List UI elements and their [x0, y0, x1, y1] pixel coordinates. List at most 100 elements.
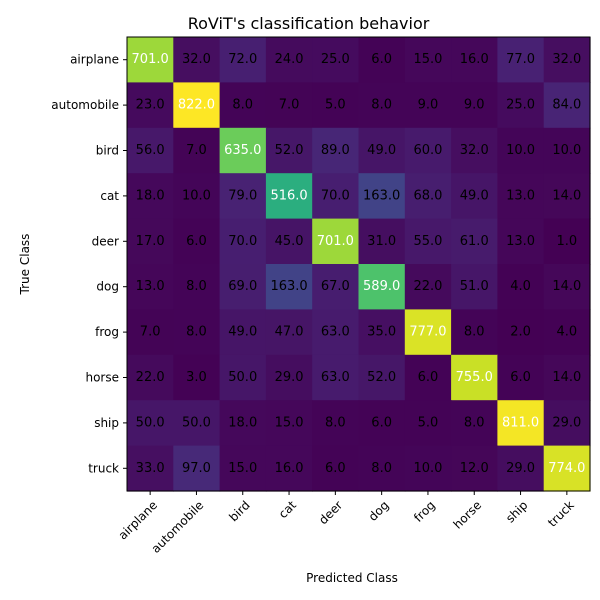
- heatmap-cell: [451, 173, 498, 220]
- heatmap-cell: [265, 37, 313, 83]
- heatmap-cell: [219, 173, 267, 220]
- heatmap-cell: [404, 264, 452, 310]
- cell-value-label: 67.0: [321, 279, 350, 294]
- y-tick-label: horse: [85, 371, 119, 385]
- cell-value-label: 14.0: [552, 279, 581, 294]
- heatmap-cell: [127, 445, 174, 492]
- y-tick-label: cat: [100, 189, 119, 203]
- cell-value-label: 69.0: [228, 279, 257, 294]
- y-tick-label: bird: [96, 144, 119, 158]
- heatmap-cell: [404, 82, 452, 129]
- heatmap-cell: [127, 400, 174, 447]
- cell-value-label: 70.0: [321, 188, 350, 203]
- cell-value-label: 23.0: [136, 98, 165, 113]
- cell-value-label: 32.0: [182, 52, 211, 67]
- x-axis-label: Predicted Class: [306, 571, 398, 585]
- cell-value-label: 72.0: [228, 52, 257, 67]
- cell-value-label: 10.0: [413, 461, 442, 476]
- cell-value-label: 77.0: [506, 52, 535, 67]
- cell-value-label: 45.0: [275, 234, 304, 249]
- x-tick-label: airplane: [116, 498, 160, 542]
- cell-value-label: 9.0: [418, 98, 439, 113]
- heatmap-cell: [497, 400, 545, 447]
- cell-value-label: 55.0: [413, 234, 442, 249]
- cell-value-label: 9.0: [464, 98, 485, 113]
- cell-value-label: 15.0: [228, 461, 257, 476]
- cell-value-label: 22.0: [413, 279, 442, 294]
- cell-value-label: 589.0: [363, 279, 400, 294]
- heatmap-cell: [265, 309, 313, 356]
- cell-value-label: 6.0: [510, 370, 531, 385]
- heatmap-cell: [543, 127, 591, 174]
- heatmap-cell: [404, 445, 452, 492]
- cell-value-label: 7.0: [186, 143, 207, 158]
- heatmap-cell: [312, 37, 360, 83]
- cell-value-label: 49.0: [228, 325, 257, 340]
- heatmap-cell: [543, 400, 591, 447]
- cell-value-label: 49.0: [367, 143, 396, 158]
- heatmap-cell: [127, 354, 174, 401]
- heatmap-cell: [497, 218, 545, 265]
- cell-value-label: 35.0: [367, 325, 396, 340]
- cell-value-label: 29.0: [506, 461, 535, 476]
- y-axis-label: True Class: [18, 234, 32, 296]
- heatmap-cell: [265, 264, 313, 310]
- heatmap-cell: [543, 264, 591, 310]
- cell-value-label: 14.0: [552, 370, 581, 385]
- heatmap-cell: [451, 127, 498, 174]
- cell-value-label: 15.0: [275, 415, 304, 430]
- heatmap-cell: [312, 127, 360, 174]
- cell-value-label: 8.0: [232, 98, 253, 113]
- heatmap-cell: [219, 309, 267, 356]
- heatmap-cell: [358, 354, 406, 401]
- cell-value-label: 50.0: [228, 370, 257, 385]
- cell-value-label: 15.0: [413, 52, 442, 67]
- heatmap-cell: [127, 309, 174, 356]
- heatmap-cell: [543, 37, 591, 83]
- heatmap-cell: [451, 218, 498, 265]
- heatmap-cell: [173, 82, 221, 129]
- cell-value-label: 25.0: [506, 98, 535, 113]
- heatmap-cell: [497, 309, 545, 356]
- heatmap-cell: [265, 82, 313, 129]
- heatmap-cell: [127, 127, 174, 174]
- cell-value-label: 1.0: [557, 234, 578, 249]
- heatmap-cell: [265, 400, 313, 447]
- cell-value-label: 516.0: [270, 188, 307, 203]
- cell-value-label: 14.0: [552, 188, 581, 203]
- cell-value-label: 18.0: [136, 188, 165, 203]
- x-tick-label: dog: [366, 498, 392, 524]
- cell-value-label: 32.0: [552, 52, 581, 67]
- cell-value-label: 52.0: [275, 143, 304, 158]
- cell-value-label: 17.0: [136, 234, 165, 249]
- cell-value-label: 12.0: [460, 461, 489, 476]
- cell-value-label: 7.0: [279, 98, 300, 113]
- cell-value-label: 18.0: [228, 415, 257, 430]
- heatmap-cell: [173, 218, 221, 265]
- y-tick-label: deer: [92, 234, 119, 248]
- heatmap-cell: [451, 82, 498, 129]
- cell-value-label: 61.0: [460, 234, 489, 249]
- heatmap-cell: [543, 309, 591, 356]
- cell-value-label: 24.0: [275, 52, 304, 67]
- cell-value-label: 4.0: [510, 279, 531, 294]
- cell-value-label: 8.0: [371, 98, 392, 113]
- heatmap-cell: [358, 218, 406, 265]
- heatmap-cell: [312, 445, 360, 492]
- heatmap-cell: [265, 445, 313, 492]
- heatmap-cell: [358, 264, 406, 310]
- heatmap-cell: [173, 400, 221, 447]
- y-tick-label: frog: [95, 325, 119, 339]
- y-tick-label: ship: [94, 416, 119, 430]
- heatmap-cell: [451, 309, 498, 356]
- heatmap-cell: [358, 82, 406, 129]
- cell-value-label: 13.0: [506, 234, 535, 249]
- heatmap-cell: [543, 354, 591, 401]
- heatmap-cell: [173, 264, 221, 310]
- cell-value-label: 50.0: [136, 415, 165, 430]
- heatmap-cell: [358, 400, 406, 447]
- cell-value-label: 755.0: [456, 370, 493, 385]
- heatmap-cell: [543, 218, 591, 265]
- cell-value-label: 163.0: [270, 279, 307, 294]
- heatmap-cell: [358, 37, 406, 83]
